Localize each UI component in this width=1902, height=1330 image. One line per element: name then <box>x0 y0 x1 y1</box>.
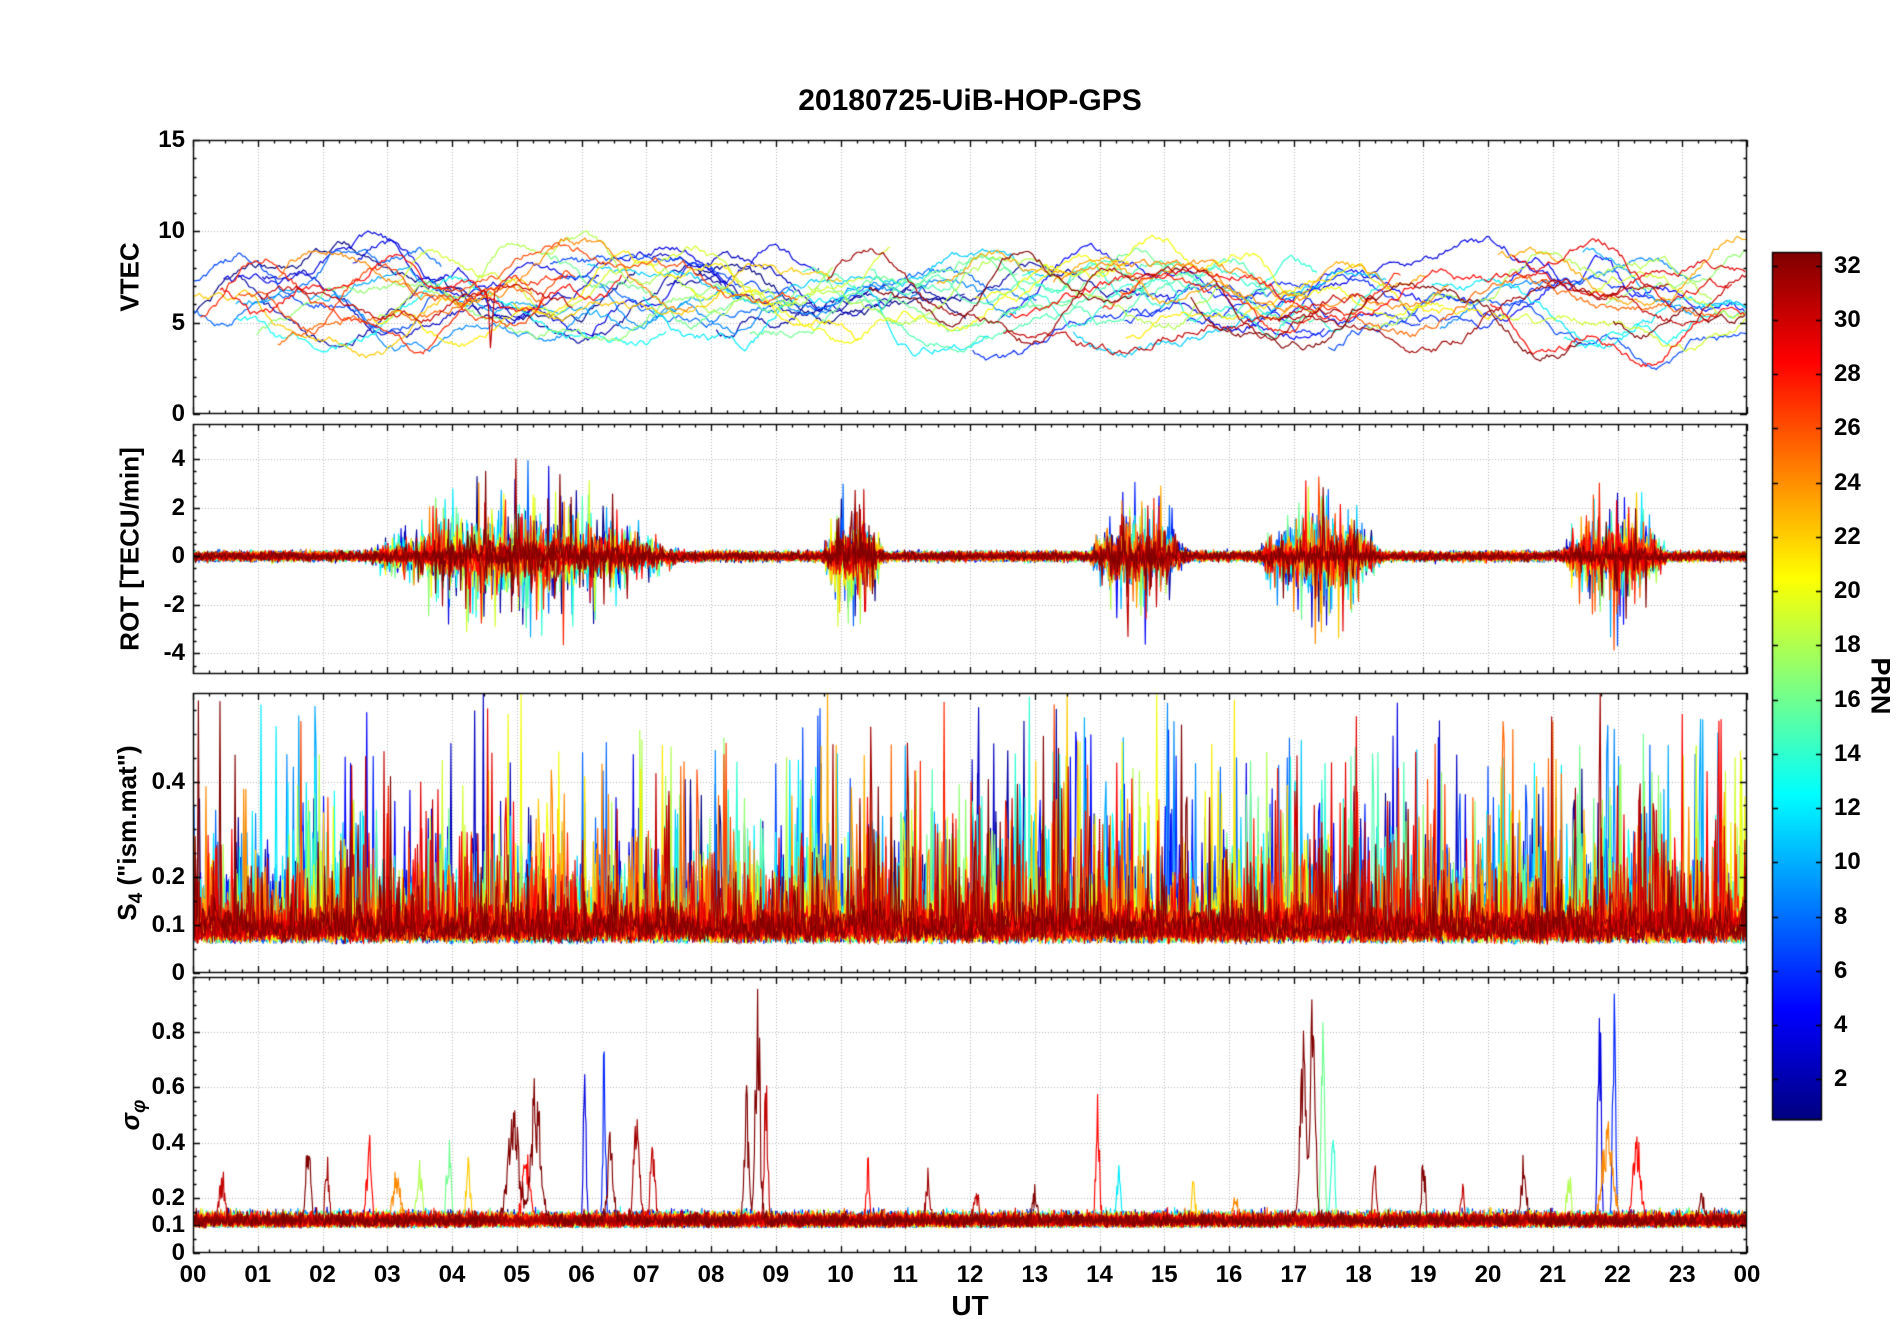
y-tick-label-vtec: 5 <box>171 308 185 336</box>
x-tick-label: 08 <box>697 1261 725 1288</box>
colorbar-tick-label: 24 <box>1834 468 1861 496</box>
x-tick-label: 17 <box>1280 1261 1308 1288</box>
x-tick-label: 06 <box>568 1261 595 1288</box>
vtec-axis-label: VTEC <box>114 242 145 312</box>
colorbar-tick-label: 14 <box>1834 739 1861 767</box>
x-tick-label: 23 <box>1668 1261 1696 1288</box>
y-tick-label-vtec: 15 <box>158 126 185 153</box>
colorbar-tick-label: 6 <box>1834 956 1848 984</box>
colorbar-tick-label: 16 <box>1834 685 1861 713</box>
x-tick-label: 09 <box>762 1261 790 1288</box>
x-tick-label: 11 <box>892 1261 918 1288</box>
chart-title: 20180725-UiB-HOP-GPS <box>798 84 1142 117</box>
colorbar-tick-label: 22 <box>1834 522 1861 550</box>
y-tick-label-sigma_phi: 0.1 <box>151 1211 185 1239</box>
colorbar-tick-label: 10 <box>1834 848 1861 876</box>
x-tick-label: 15 <box>1150 1261 1178 1288</box>
rot-panel <box>193 424 1747 674</box>
y-tick-label-rot: 0 <box>171 542 185 570</box>
y-tick-label-s4: 0.4 <box>151 767 185 795</box>
colorbar-label: PRN <box>1865 657 1896 715</box>
x-tick-label: 14 <box>1086 1261 1113 1288</box>
x-tick-label: 21 <box>1539 1261 1567 1288</box>
x-tick-label: 12 <box>956 1261 984 1288</box>
x-tick-label: 16 <box>1215 1261 1243 1288</box>
x-tick-label: 20 <box>1474 1261 1502 1288</box>
y-tick-label-sigma_phi: 0.4 <box>151 1128 185 1156</box>
x-tick-label: 07 <box>632 1261 660 1288</box>
y-tick-label-rot: -2 <box>163 590 185 618</box>
colorbar-tick-label: 32 <box>1834 251 1861 279</box>
vtec-panel <box>193 140 1747 414</box>
y-tick-label-sigma_phi: 0.8 <box>151 1018 185 1046</box>
x-tick-label: 13 <box>1021 1261 1049 1288</box>
y-tick-label-s4: 0.1 <box>151 911 185 939</box>
x-tick-label: 01 <box>244 1261 272 1288</box>
x-tick-label: 00 <box>179 1261 207 1288</box>
x-tick-label: 10 <box>827 1261 854 1288</box>
colorbar-tick-label: 4 <box>1834 1011 1848 1039</box>
y-tick-label-sigma_phi: 0 <box>171 1239 185 1266</box>
x-tick-label: 03 <box>373 1261 401 1288</box>
colorbar-tick-label: 28 <box>1834 360 1861 388</box>
x-tick-label: 19 <box>1409 1261 1437 1288</box>
colorbar-tick-label: 8 <box>1834 902 1848 930</box>
sigma-phi-axis-label: σφ <box>114 1099 151 1131</box>
x-axis-label: UT <box>951 1290 989 1321</box>
colorbar-tick-label: 18 <box>1834 631 1861 659</box>
y-tick-label-rot: 4 <box>171 445 185 473</box>
colorbar-tick-label: 26 <box>1834 414 1861 442</box>
colorbar-tick-label: 12 <box>1834 794 1861 822</box>
y-tick-label-rot: -4 <box>163 639 185 667</box>
x-tick-label: 18 <box>1345 1261 1372 1288</box>
colorbar-tick-label: 30 <box>1834 305 1861 333</box>
y-tick-label-rot: 2 <box>171 493 185 521</box>
s4-panel <box>193 693 1747 973</box>
y-tick-label-s4: 0 <box>171 959 185 986</box>
y-tick-label-s4: 0.2 <box>151 863 185 891</box>
colorbar-tick-label: 2 <box>1834 1065 1848 1093</box>
x-tick-label: 22 <box>1604 1261 1631 1288</box>
y-tick-label-sigma_phi: 0.2 <box>151 1183 185 1211</box>
colorbar-tick-label: 20 <box>1834 577 1861 605</box>
x-tick-label: 04 <box>438 1261 466 1288</box>
sigma-phi-panel <box>193 977 1747 1253</box>
y-tick-label-vtec: 10 <box>158 217 185 245</box>
y-tick-label-vtec: 0 <box>171 400 185 427</box>
x-tick-label: 00 <box>1733 1261 1761 1288</box>
y-tick-label-sigma_phi: 0.6 <box>151 1073 185 1101</box>
prn-colorbar <box>1772 252 1822 1120</box>
x-tick-label: 02 <box>309 1261 336 1288</box>
x-tick-label: 05 <box>503 1261 531 1288</box>
